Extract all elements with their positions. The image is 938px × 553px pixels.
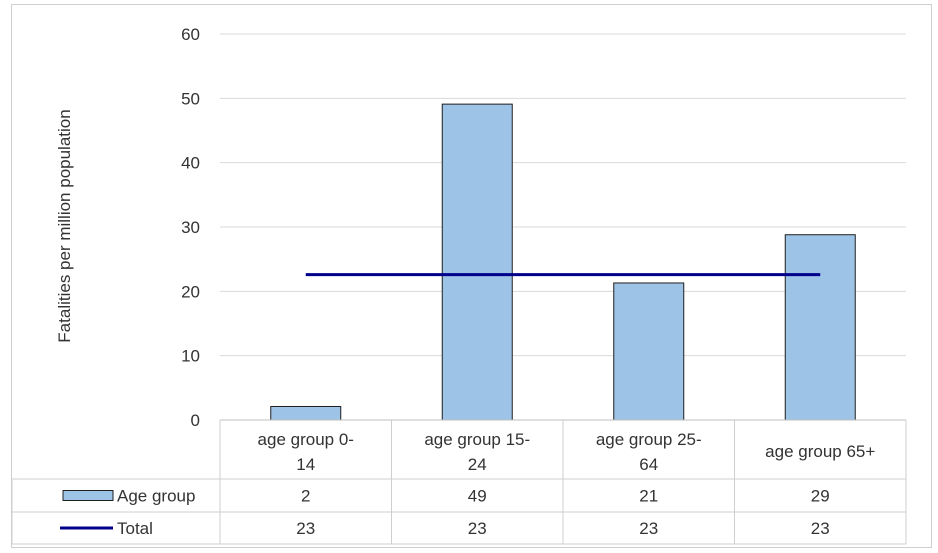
legend-label: Age group	[117, 487, 195, 506]
category-label-line: age group 0-	[258, 430, 354, 449]
category-label-line: 64	[639, 455, 658, 474]
table-cell-value: 23	[296, 519, 315, 538]
table-cell-value: 29	[811, 487, 830, 506]
category-label-line: 14	[296, 455, 315, 474]
legend-key-bar	[62, 490, 114, 501]
y-tick-label: 40	[181, 154, 200, 173]
bar	[270, 405, 342, 421]
table-cell-value: 21	[639, 487, 658, 506]
y-tick-label: 0	[191, 411, 200, 430]
table-cell-value: 2	[301, 487, 310, 506]
bar	[441, 103, 513, 421]
category-label: age group 25- 64	[596, 430, 702, 474]
y-tick-label: 60	[181, 25, 200, 44]
category-label: age group 65+	[765, 442, 875, 461]
y-tick-label: 30	[181, 218, 200, 237]
table-cell-value: 23	[468, 519, 487, 538]
y-tick-label: 20	[181, 282, 200, 301]
legend-label: Total	[117, 519, 153, 538]
y-axis: 0 10 20 30 40 50 60	[181, 25, 200, 430]
category-label: age group 15- 24	[424, 430, 530, 474]
bar	[613, 282, 685, 421]
table-cell-value: 49	[468, 487, 487, 506]
y-tick-label: 50	[181, 89, 200, 108]
chart-frame	[11, 4, 932, 548]
category-label: age group 0- 14	[258, 430, 354, 474]
table-cell-value: 23	[811, 519, 830, 538]
y-axis-title: Fatalities per million population	[55, 109, 74, 342]
category-label-line: 24	[468, 455, 487, 474]
bar	[784, 234, 856, 421]
table-cell-value: 23	[639, 519, 658, 538]
y-tick-label: 10	[181, 347, 200, 366]
data-table: age group 0- 14 age group 15- 24 age group 2…	[11, 419, 907, 545]
category-label-line: age group 15-	[424, 430, 530, 449]
category-label-line: age group 25-	[596, 430, 702, 449]
bar-series	[270, 103, 856, 421]
